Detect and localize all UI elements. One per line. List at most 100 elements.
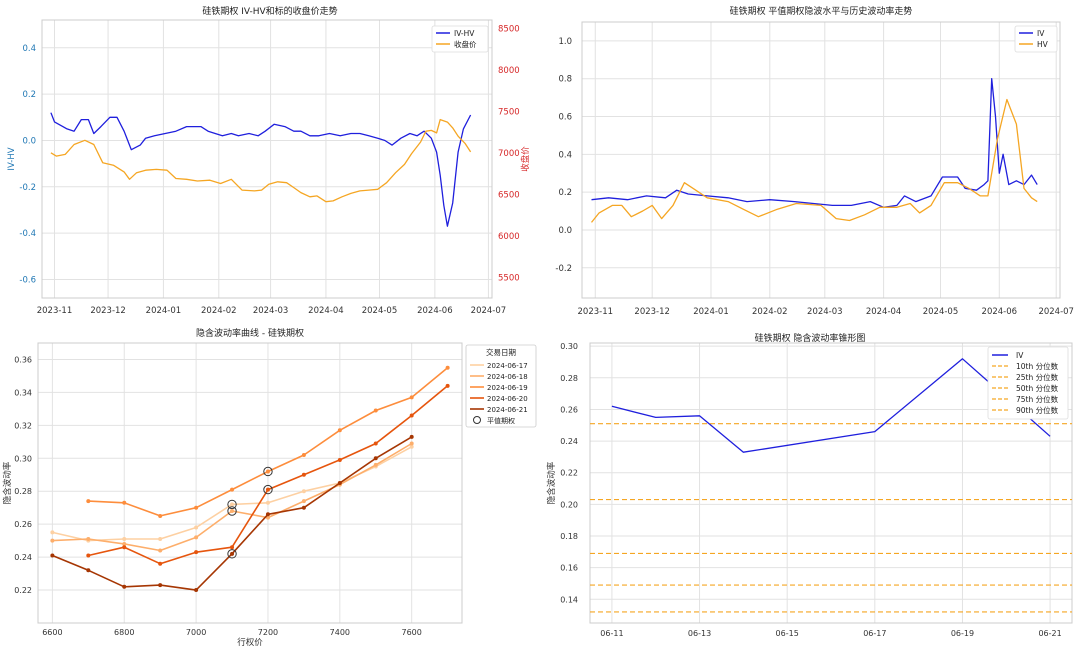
smile-point <box>86 499 91 504</box>
chart-svg: 06-11 06-13 06-15 06-17 06-19 06-21 0.14 0.16 0.… <box>546 332 1073 638</box>
smile-point <box>373 408 378 413</box>
smile-point <box>265 469 270 474</box>
legend-label: 2024-06-19 <box>487 384 528 392</box>
smile-point <box>409 444 414 449</box>
smile-point <box>265 487 270 492</box>
smile-point <box>86 568 91 573</box>
smile-point <box>230 545 235 550</box>
x-tick-label: 6600 <box>42 628 62 637</box>
smile-point <box>122 500 127 505</box>
y-tick-label: 0.28 <box>14 487 32 496</box>
x-tick-label: 7600 <box>402 628 422 637</box>
x-tick-label: 06-13 <box>688 629 711 638</box>
legend-label: IV <box>1016 351 1024 360</box>
smile-point <box>301 453 306 457</box>
chart-iv-smile: 6600 6800 7000 7200 7400 7600 0.22 0.24 0.26 0.28… <box>0 323 540 646</box>
smile-point <box>158 513 163 518</box>
smile-point <box>373 441 378 446</box>
y-tick-label: 0.28 <box>560 374 578 383</box>
smile-point <box>194 535 199 540</box>
legend-box <box>987 346 1069 420</box>
y-tick-label: 0.0 <box>22 136 36 146</box>
y-tick-label: -0.2 <box>19 183 36 193</box>
smile-point <box>301 505 306 510</box>
chart-title: 硅铁期权 平值期权隐波水平与历史波动率走势 <box>730 5 913 17</box>
smile-point <box>158 548 163 553</box>
y-tick-label: 0.4 <box>22 44 36 54</box>
x-tick-label: 2024-05 <box>362 306 398 316</box>
y-tick-label: 0.8 <box>558 75 572 85</box>
x-tick-label: 2024-07 <box>471 306 507 316</box>
legend-label: 2024-06-21 <box>487 406 528 414</box>
smile-point <box>122 541 127 546</box>
smile-point <box>50 553 55 558</box>
x-tick-label: 06-15 <box>776 629 799 638</box>
smile-line <box>52 442 413 552</box>
plot-frame <box>37 342 463 624</box>
smile-point <box>265 512 270 517</box>
x-tick-label: 2024-01 <box>146 306 182 316</box>
smile-point <box>337 428 342 433</box>
y-tick-label: 1.0 <box>558 37 572 47</box>
plot-frame <box>589 342 1073 624</box>
x-tick-label: 2023-11 <box>578 307 614 317</box>
y2-tick-label: 6000 <box>498 232 520 242</box>
smile-point <box>301 472 306 477</box>
legend-label: 90th 分位数 <box>1016 405 1059 415</box>
x-tick-label: 2024-07 <box>1038 307 1074 317</box>
smile-point <box>337 457 342 462</box>
y-tick-label: 0.26 <box>560 405 578 414</box>
series-line <box>591 78 1038 208</box>
x-tick-label: 2024-02 <box>201 306 237 316</box>
legend-label: 2024-06-20 <box>487 395 528 403</box>
atm-marker <box>227 499 237 510</box>
chart-svg: 2023-11 2023-12 2024-01 2024-02 2024-03 2024-… <box>7 5 531 316</box>
y-tick-label: 0.2 <box>558 188 572 198</box>
chart-svg: 6600 6800 7000 7200 7400 7600 0.22 0.24 0.26 0.28… <box>2 327 537 646</box>
legend-label: 2024-06-17 <box>487 362 528 370</box>
y-tick-label: 0.6 <box>558 113 572 123</box>
x-tick-label: 7200 <box>258 628 278 637</box>
y-tick-label: 0.34 <box>14 388 32 397</box>
smile-point <box>445 383 450 388</box>
x-tick-label: 2024-04 <box>308 306 344 316</box>
x-tick-label: 2024-03 <box>253 306 289 316</box>
y-axis-label: 隐含波动率 <box>2 461 13 504</box>
smile-point <box>86 553 91 558</box>
smile-point <box>409 395 414 400</box>
x-tick-label: 2024-01 <box>693 307 729 317</box>
smile-point <box>230 551 235 556</box>
y-tick-label: 0.30 <box>14 454 32 463</box>
y-tick-label: 0.16 <box>560 564 578 573</box>
smile-point <box>337 481 342 485</box>
y2-tick-label: 7500 <box>498 107 520 117</box>
series-line <box>50 112 472 227</box>
y-tick-label: 0.24 <box>14 553 32 562</box>
atm-marker <box>263 466 273 477</box>
y2-tick-label: 6500 <box>498 190 520 200</box>
x-tick-label: 2024-04 <box>866 307 902 317</box>
legend-label: 75th 分位数 <box>1016 394 1059 404</box>
smile-point <box>409 434 414 439</box>
y-tick-label: 0.36 <box>14 355 32 364</box>
chart-title: 硅铁期权 隐含波动率锥形图 <box>755 332 866 344</box>
legend-atm-marker <box>473 416 481 424</box>
legend-label: 25th 分位数 <box>1016 372 1059 382</box>
y-axis-label: 隐含波动率 <box>546 461 557 504</box>
y-tick-label: 0.4 <box>558 150 572 160</box>
chart-iv-hv-close: 2023-11 2023-12 2024-01 2024-02 2024-03 2024-… <box>0 0 540 323</box>
plot-frame <box>581 21 1061 299</box>
y2-tick-label: 8500 <box>498 24 520 34</box>
y-tick-label: 0.0 <box>558 226 572 236</box>
legend-title: 交易日期 <box>486 347 516 357</box>
y2-tick-label: 5500 <box>498 273 520 283</box>
x-tick-label: 06-17 <box>863 629 886 638</box>
legend-label: IV-HV <box>454 29 475 38</box>
smile-line <box>52 446 413 542</box>
y2-tick-label: 7000 <box>498 149 520 159</box>
x-tick-label: 2024-05 <box>923 307 959 317</box>
legend-box <box>1014 25 1058 53</box>
smile-point <box>194 588 199 593</box>
legend-label: 收盘价 <box>454 39 477 49</box>
x-tick-label: 2023-12 <box>90 306 126 316</box>
